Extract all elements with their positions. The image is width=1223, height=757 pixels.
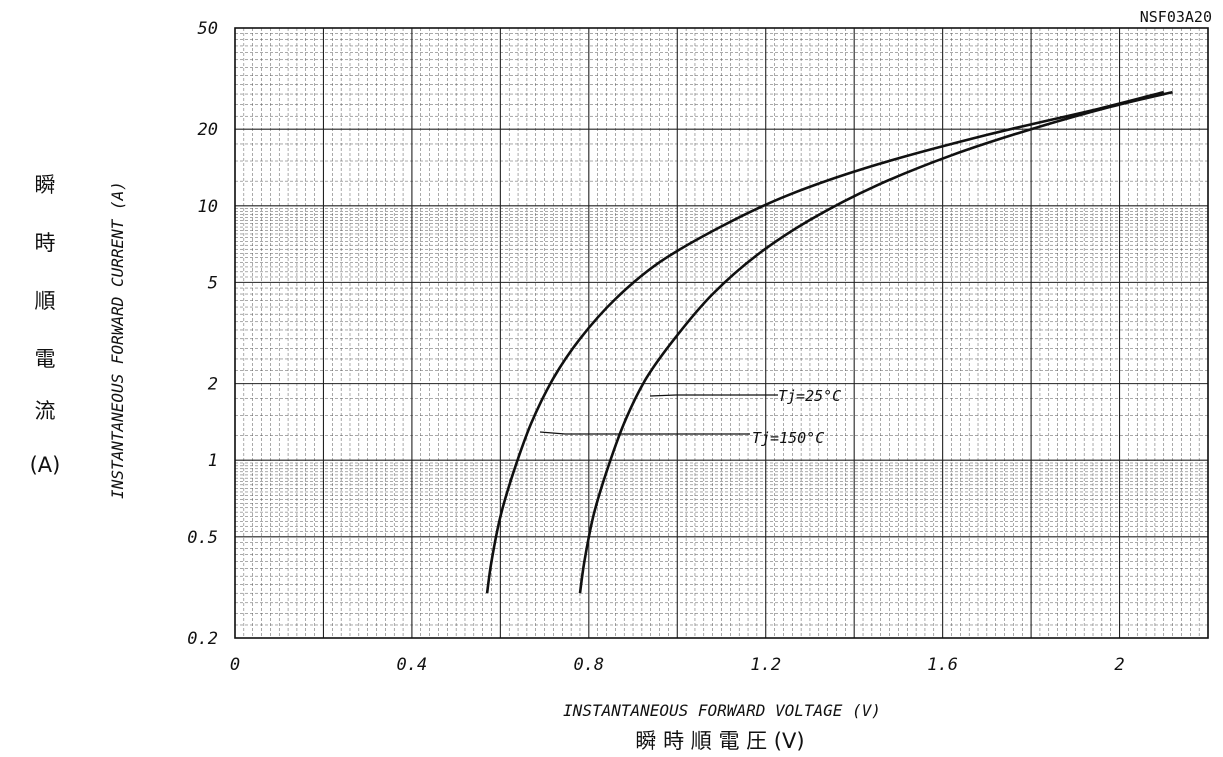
y-tick-label: 0.5: [187, 528, 218, 548]
x-tick-label: 0.4: [397, 655, 428, 675]
annotation-leaders: [539, 394, 778, 435]
series-line-tj-150: [485, 90, 1165, 594]
y-axis-title-jp: 瞬 時 順 電 流 (A): [30, 173, 61, 477]
x-tick-label: 2: [1114, 655, 1124, 675]
x-tick-label: 0.8: [573, 655, 604, 675]
y-tick-label: 2: [208, 375, 218, 395]
x-tick-labels: 0 0.4 0.8 1.2 1.6 2: [230, 655, 1125, 675]
annotation-tj-25: Tj=25°C: [778, 387, 841, 405]
y-axis-title-jp-char: 瞬: [35, 173, 56, 197]
y-tick-label: 50: [198, 19, 218, 39]
y-tick-labels: 50 20 10 5 2 1 0.5 0.2: [187, 19, 218, 649]
y-tick-label: 5: [208, 273, 218, 293]
y-tick-label: 10: [198, 197, 218, 217]
leader-line-tj-150: [539, 431, 750, 435]
y-axis-title: INSTANTANEOUS FORWARD CURRENT (A): [108, 181, 127, 499]
part-number: NSF03A20: [1140, 8, 1212, 26]
y-axis-title-jp-char: 電: [35, 347, 56, 371]
y-axis-title-jp-char: 流: [35, 399, 56, 423]
y-tick-label: 20: [198, 120, 218, 140]
y-tick-label: 1: [208, 451, 218, 471]
x-tick-label: 1.6: [927, 655, 958, 675]
x-tick-label: 1.2: [750, 655, 781, 675]
x-axis-title: INSTANTANEOUS FORWARD VOLTAGE (V): [563, 701, 881, 720]
curves: [485, 90, 1173, 594]
plot-frame: [234, 27, 1209, 639]
annotation-tj-150: Tj=150°C: [752, 429, 824, 447]
series-line-tj-25: [578, 90, 1173, 594]
x-axis-title-jp: 瞬 時 順 電 圧 (V): [635, 729, 804, 753]
x-tick-label: 0: [230, 655, 240, 675]
y-tick-label: 0.2: [187, 629, 218, 649]
leader-line-tj-25: [649, 394, 778, 397]
y-axis-title-jp-char: (A): [30, 453, 61, 477]
y-axis-title-jp-char: 順: [35, 289, 56, 313]
y-axis-title-jp-char: 時: [35, 231, 56, 255]
